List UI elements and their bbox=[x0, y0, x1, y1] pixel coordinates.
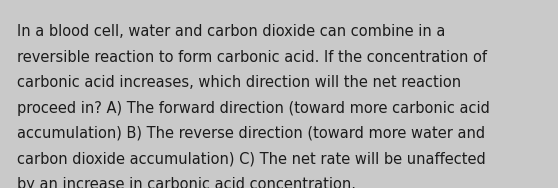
Text: by an increase in carbonic acid concentration.: by an increase in carbonic acid concentr… bbox=[17, 177, 356, 188]
Text: proceed in? A) The forward direction (toward more carbonic acid: proceed in? A) The forward direction (to… bbox=[17, 101, 489, 116]
Text: accumulation) B) The reverse direction (toward more water and: accumulation) B) The reverse direction (… bbox=[17, 126, 485, 141]
Text: reversible reaction to form carbonic acid. If the concentration of: reversible reaction to form carbonic aci… bbox=[17, 50, 487, 65]
Text: carbonic acid increases, which direction will the net reaction: carbonic acid increases, which direction… bbox=[17, 75, 461, 90]
Text: In a blood cell, water and carbon dioxide can combine in a: In a blood cell, water and carbon dioxid… bbox=[17, 24, 445, 39]
Text: carbon dioxide accumulation) C) The net rate will be unaffected: carbon dioxide accumulation) C) The net … bbox=[17, 151, 485, 166]
